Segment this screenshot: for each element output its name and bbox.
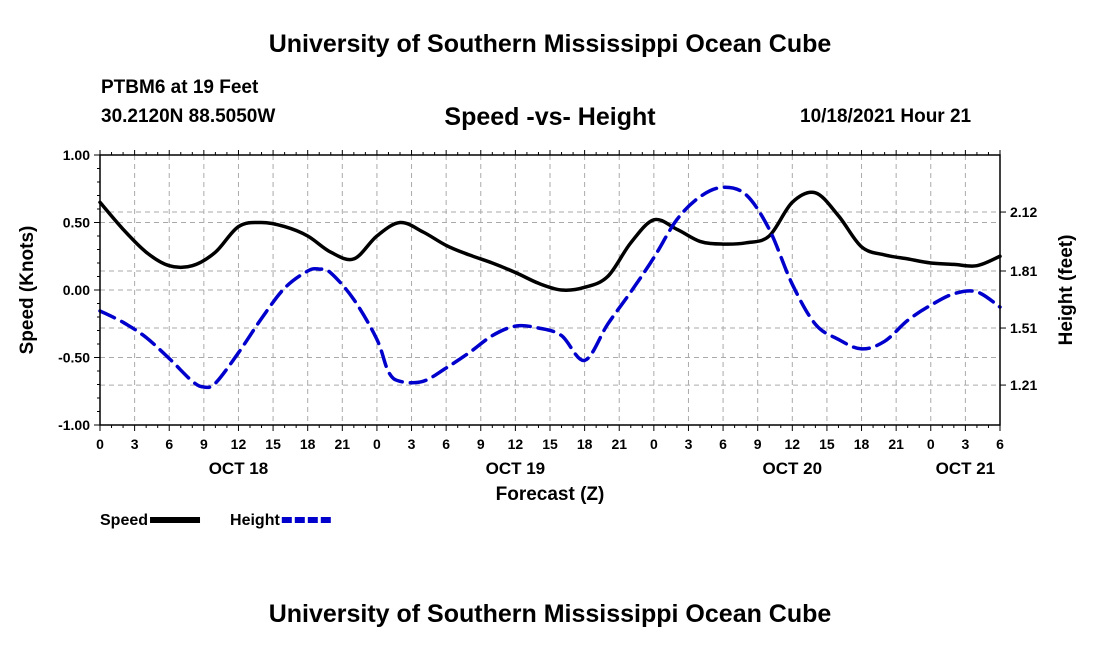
- x-tick-label: 3: [961, 436, 969, 452]
- y2-tick-label: 1.21: [1010, 377, 1037, 393]
- chart-series: [98, 185, 1002, 390]
- y2-tick-label: 1.51: [1010, 320, 1037, 336]
- x-tick-label: 0: [373, 436, 381, 452]
- x-tick-label: 9: [477, 436, 485, 452]
- legend-label-height: Height: [230, 512, 280, 529]
- y2-tick-label: 1.81: [1010, 263, 1037, 279]
- x-tick-label: 21: [611, 436, 627, 452]
- x-tick-label: 3: [131, 436, 139, 452]
- y-tick-label: -1.00: [58, 417, 90, 433]
- chart-ticks: [94, 150, 1006, 431]
- x-tick-label: 3: [408, 436, 416, 452]
- y-tick-label: 0.50: [63, 215, 90, 231]
- y-axis-title: Speed (Knots): [17, 226, 38, 355]
- footer-title: University of Southern Mississippi Ocean…: [268, 600, 832, 628]
- x-tick-label: 15: [819, 436, 835, 452]
- station-label: PTBM6 at 19 Feet: [101, 77, 259, 98]
- x-tick-label: 15: [265, 436, 281, 452]
- x-tick-label: 3: [685, 436, 693, 452]
- y-tick-label: -0.50: [58, 350, 90, 366]
- date-label: 10/18/2021 Hour 21: [800, 106, 972, 127]
- speed-series-line: [98, 190, 1002, 292]
- page-title: University of Southern Mississippi Ocean…: [268, 30, 832, 58]
- x-tick-label: 15: [542, 436, 558, 452]
- chart-labels: 0 3 6 9 12 15 18 21 0 3 6 9 12 15 18 21 0 3 6 9 12 15 18 21 0 3 6 1…: [17, 103, 1077, 505]
- chart-legend: Speed Height: [100, 512, 332, 529]
- y-tick-label: 0.00: [63, 282, 90, 298]
- x-tick-label: 18: [577, 436, 593, 452]
- x-tick-label: 6: [719, 436, 727, 452]
- chart-title: Speed -vs- Height: [444, 103, 656, 131]
- x-tick-label: 12: [231, 436, 247, 452]
- x-tick-label: 0: [650, 436, 658, 452]
- x-tick-label: 0: [927, 436, 935, 452]
- chart-grid: [100, 155, 1000, 425]
- x-tick-label: 6: [165, 436, 173, 452]
- date-label: OCT 18: [209, 459, 269, 478]
- x-tick-label: 18: [854, 436, 870, 452]
- legend-label-speed: Speed: [100, 512, 148, 529]
- x-tick-label: 9: [754, 436, 762, 452]
- x-tick-label: 21: [335, 436, 351, 452]
- coordinates-label: 30.2120N 88.5050W: [101, 106, 276, 127]
- x-tick-label: 21: [888, 436, 904, 452]
- x-tick-label: 6: [996, 436, 1004, 452]
- y-tick-label: 1.00: [63, 147, 90, 163]
- x-tick-label: 12: [785, 436, 801, 452]
- y2-axis-title: Height (feet): [1056, 235, 1077, 346]
- y2-tick-label: 2.12: [1010, 204, 1037, 220]
- x-tick-label: 6: [442, 436, 450, 452]
- date-label: OCT 20: [763, 459, 823, 478]
- height-series-line: [98, 185, 1002, 390]
- x-axis-title: Forecast (Z): [496, 484, 605, 505]
- date-label: OCT 19: [486, 459, 546, 478]
- x-tick-label: 18: [300, 436, 316, 452]
- date-label: OCT 21: [936, 459, 996, 478]
- x-tick-label: 9: [200, 436, 208, 452]
- x-tick-label: 12: [508, 436, 524, 452]
- x-tick-label: 0: [96, 436, 104, 452]
